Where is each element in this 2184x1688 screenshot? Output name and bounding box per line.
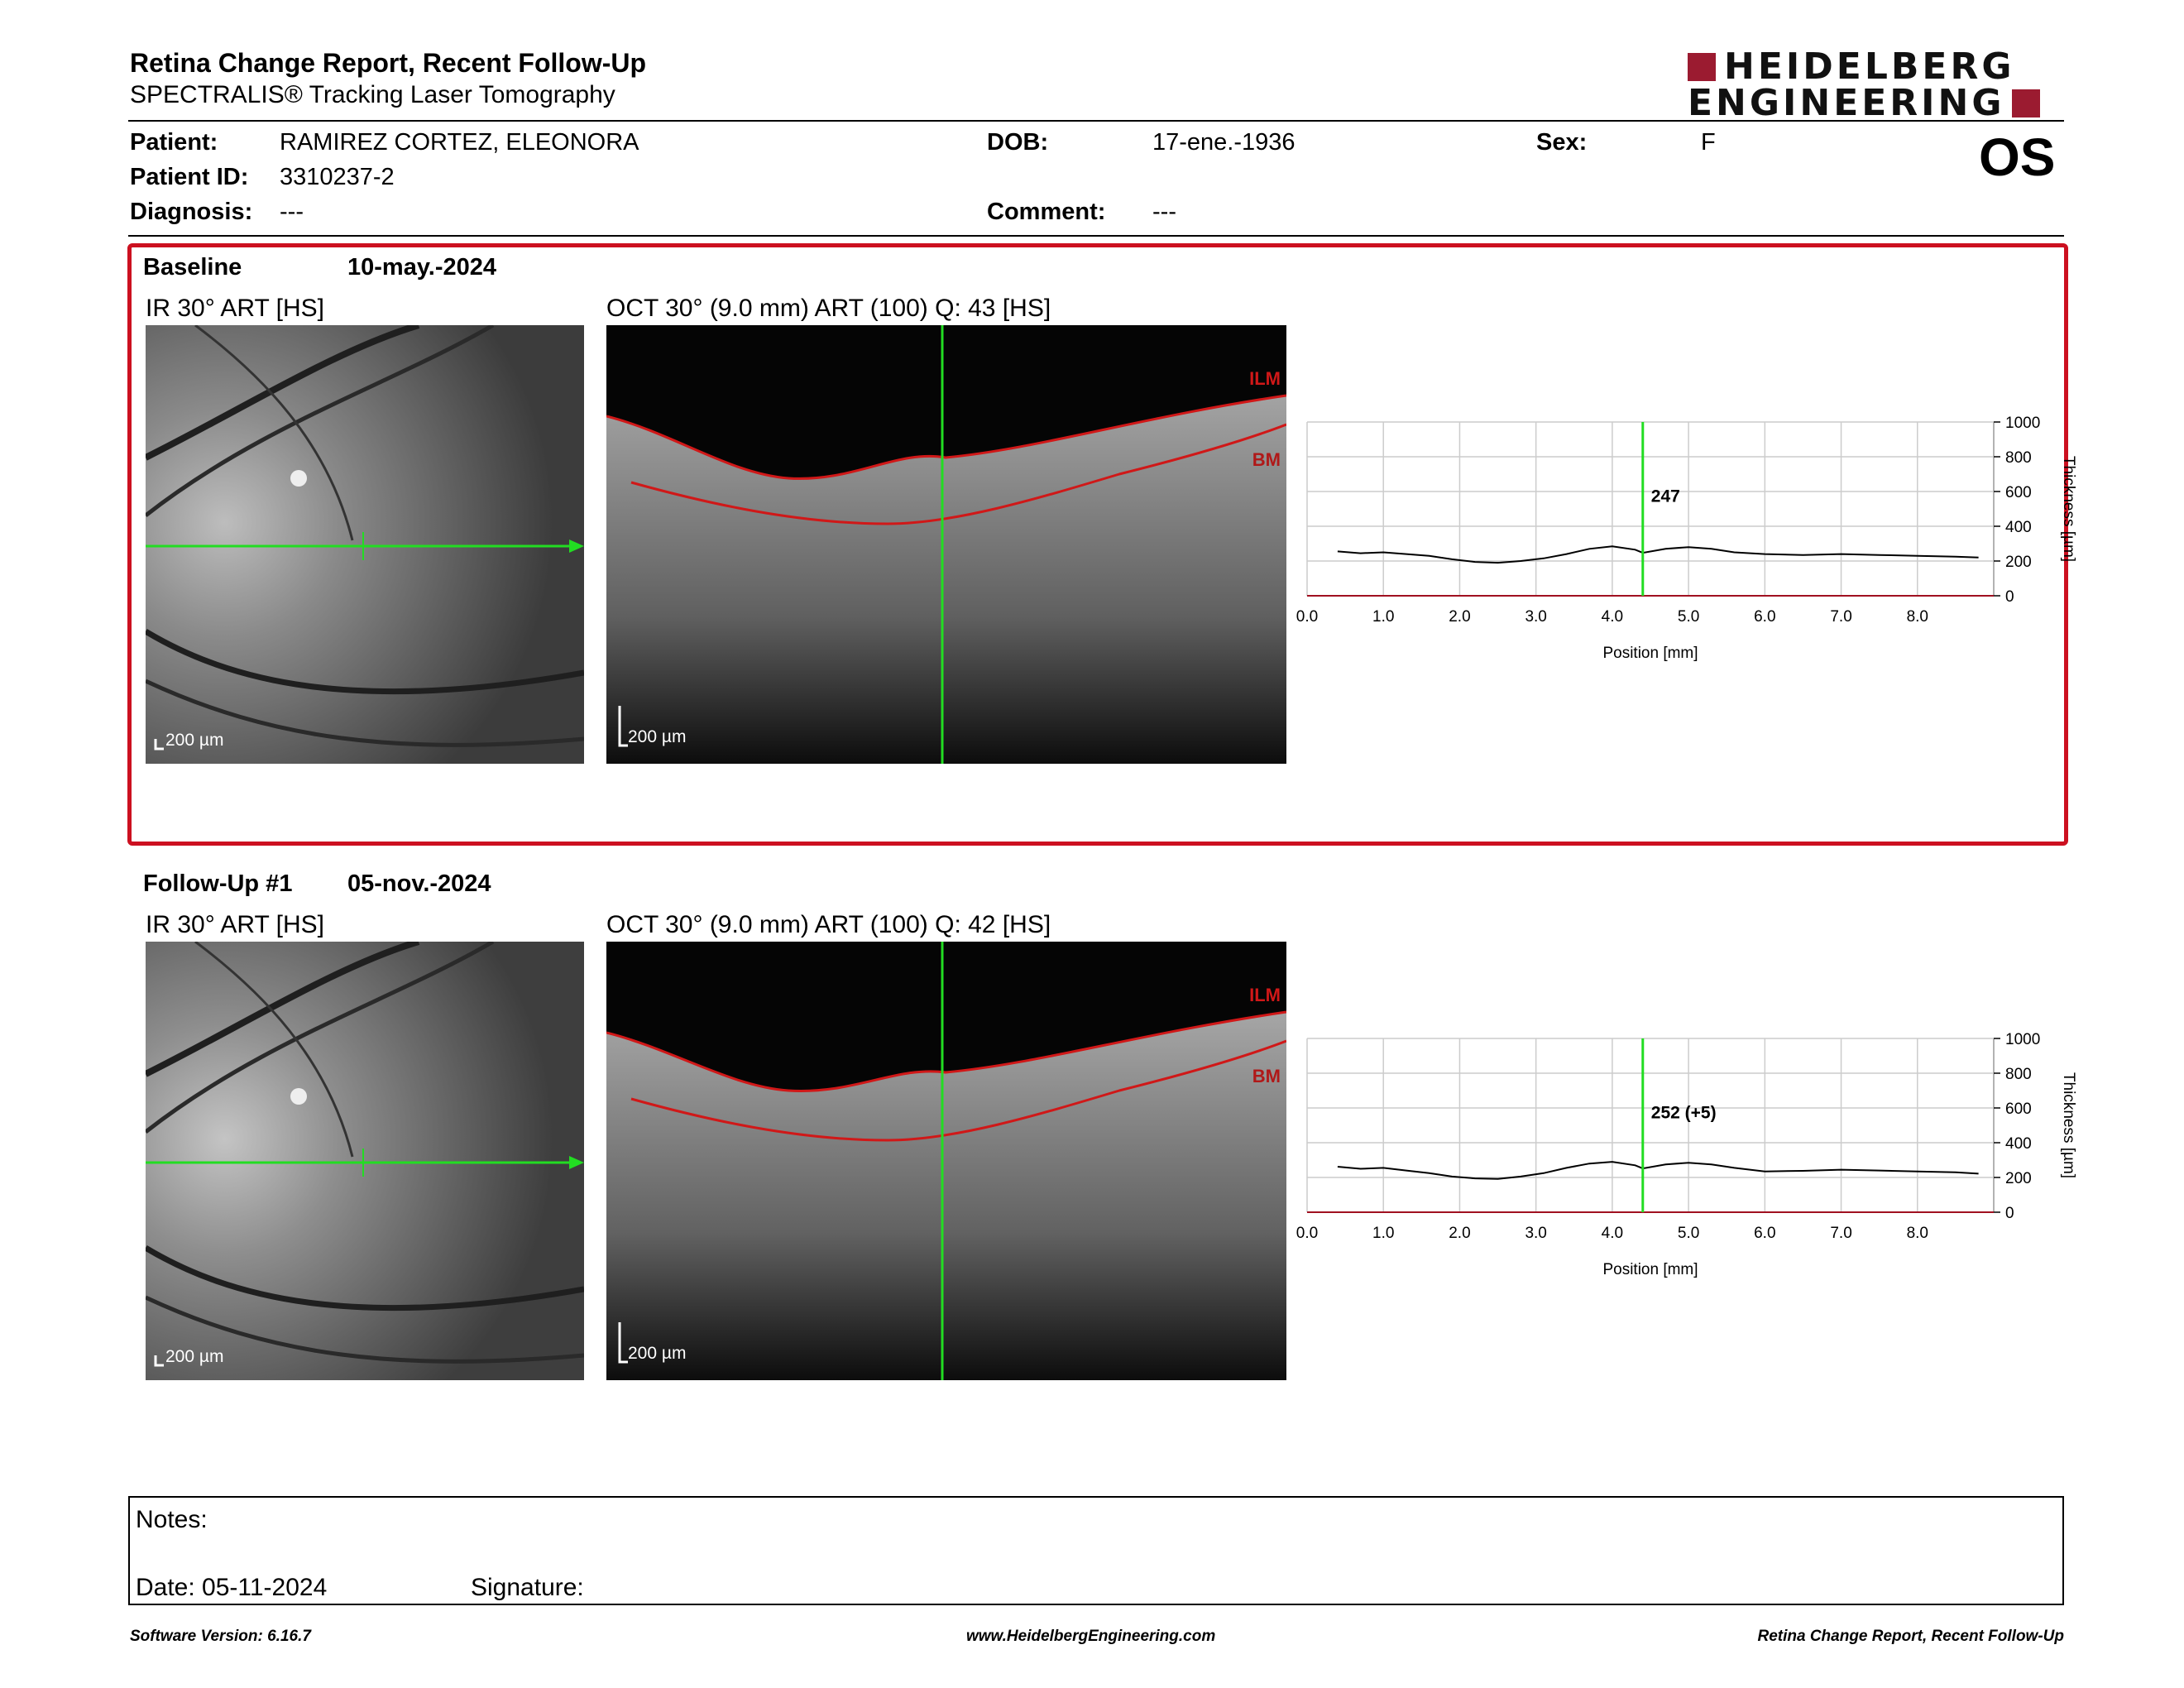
baseline-label: Baseline: [143, 254, 242, 281]
y-tick-label: 600: [2005, 1101, 2032, 1118]
diagnosis-value: ---: [280, 199, 304, 225]
x-tick-label: 6.0: [1754, 1225, 1775, 1242]
y-tick-label: 0: [2005, 588, 2014, 606]
logo-line1: HEIDELBERG: [1724, 46, 2015, 88]
patient-label: Patient:: [130, 129, 218, 156]
baseline-ir-title: IR 30° ART [HS]: [146, 295, 324, 322]
notes-box[interactable]: Notes: Date: 05-11-2024 Signature:: [128, 1496, 2064, 1605]
x-tick-label: 7.0: [1830, 608, 1851, 626]
patient-id-label: Patient ID:: [130, 164, 249, 190]
signature-label: Signature:: [471, 1574, 584, 1601]
baseline-ir-scale-label: 200 µm: [165, 731, 223, 750]
sex-label: Sex:: [1536, 129, 1588, 156]
x-axis-label: Position [mm]: [1602, 645, 1698, 662]
y-tick-label: 1000: [2005, 415, 2040, 432]
followup-date: 05-nov.-2024: [347, 870, 491, 897]
comment-value: ---: [1152, 199, 1176, 225]
footer-website[interactable]: www.HeidelbergEngineering.com: [966, 1628, 1216, 1645]
x-tick-label: 4.0: [1602, 608, 1623, 626]
dob-label: DOB:: [987, 129, 1049, 156]
sex-value: F: [1701, 129, 1716, 156]
header-divider: [128, 120, 2064, 122]
y-tick-label: 600: [2005, 484, 2032, 501]
followup-thickness-chart: 0.0 1.0 2.0 3.0 4.0 5.0 6.0 7.0 8.0 0 200 400 600 800…: [1296, 1031, 2077, 1278]
followup-oct-bscan-image[interactable]: ILM BM 200 µm: [606, 942, 1286, 1380]
followup-label: Follow-Up #1: [143, 870, 293, 897]
x-tick-label: 5.0: [1678, 608, 1699, 626]
y-axis-label: Thickness [µm]: [2060, 456, 2077, 562]
footer-report-name: Retina Change Report, Recent Follow-Up: [1757, 1628, 2064, 1645]
x-tick-label: 6.0: [1754, 608, 1775, 626]
baseline-thickness-chart: 0.0 1.0 2.0 3.0 4.0 5.0 6.0 7.0 8.0 0 200 400 600 800…: [1296, 415, 2077, 662]
followup-oct-title: OCT 30° (9.0 mm) ART (100) Q: 42 [HS]: [606, 911, 1051, 938]
baseline-oct-title: OCT 30° (9.0 mm) ART (100) Q: 43 [HS]: [606, 295, 1051, 322]
baseline-oct-scale-label: 200 µm: [628, 727, 686, 746]
x-tick-label: 1.0: [1372, 608, 1394, 626]
x-tick-label: 7.0: [1830, 1225, 1851, 1242]
thickness-series-line: [1337, 545, 1979, 564]
x-tick-label: 0.0: [1296, 1225, 1318, 1242]
logo-square-icon: [2011, 89, 2040, 117]
followup-ir-scale-label: 200 µm: [165, 1347, 223, 1366]
comment-label: Comment:: [987, 199, 1106, 225]
y-tick-label: 800: [2005, 449, 2032, 467]
x-tick-label: 5.0: [1678, 1225, 1699, 1242]
notes-date: Date: 05-11-2024: [136, 1574, 328, 1601]
logo-line2: ENGINEERING: [1688, 82, 2005, 124]
x-tick-label: 4.0: [1602, 1225, 1623, 1242]
x-tick-label: 8.0: [1907, 608, 1928, 626]
baseline-ir-fundus-image[interactable]: 200 µm: [146, 325, 584, 764]
followup-oct-scale-label: 200 µm: [628, 1344, 686, 1363]
y-tick-label: 800: [2005, 1066, 2032, 1083]
cursor-thickness-label: 252 (+5): [1651, 1104, 1717, 1123]
baseline-ilm-label: ILM: [1249, 368, 1281, 389]
baseline-date: 10-may.-2024: [347, 254, 497, 281]
y-tick-label: 0: [2005, 1205, 2014, 1222]
report-title: Retina Change Report, Recent Follow-Up: [130, 48, 647, 78]
diagnosis-label: Diagnosis:: [130, 199, 253, 225]
followup-ilm-label: ILM: [1249, 985, 1281, 1005]
x-tick-label: 2.0: [1449, 608, 1470, 626]
patient-name: RAMIREZ CORTEZ, ELEONORA: [280, 129, 639, 156]
heidelberg-logo: HEIDELBERG ENGINEERING: [1688, 46, 2068, 124]
followup-ir-title: IR 30° ART [HS]: [146, 911, 324, 938]
cursor-thickness-label: 247: [1651, 487, 1680, 506]
x-axis-label: Position [mm]: [1602, 1261, 1698, 1278]
x-tick-label: 3.0: [1525, 608, 1546, 626]
y-tick-label: 200: [2005, 554, 2032, 571]
dob-value: 17-ene.-1936: [1152, 129, 1296, 156]
baseline-highlight-frame: [127, 243, 2068, 846]
followup-bm-label: BM: [1252, 1066, 1281, 1086]
baseline-oct-bscan-image[interactable]: ILM BM 200 µm: [606, 325, 1286, 764]
report-subtitle: SPECTRALIS® Tracking Laser Tomography: [130, 81, 615, 108]
patient-id-value: 3310237-2: [280, 164, 395, 190]
x-tick-label: 8.0: [1907, 1225, 1928, 1242]
logo-square-icon: [1688, 52, 1716, 81]
y-tick-label: 400: [2005, 1135, 2032, 1153]
baseline-bm-label: BM: [1252, 449, 1281, 470]
followup-ir-fundus-image[interactable]: 200 µm: [146, 942, 584, 1380]
y-tick-label: 200: [2005, 1170, 2032, 1187]
footer-software-version: Software Version: 6.16.7: [130, 1628, 311, 1645]
x-tick-label: 2.0: [1449, 1225, 1470, 1242]
notes-label: Notes:: [136, 1506, 208, 1533]
patient-divider: [128, 235, 2064, 237]
x-tick-label: 0.0: [1296, 608, 1318, 626]
thickness-series-line: [1337, 1161, 1979, 1180]
y-tick-label: 1000: [2005, 1031, 2040, 1048]
y-tick-label: 400: [2005, 519, 2032, 536]
x-tick-label: 3.0: [1525, 1225, 1546, 1242]
y-axis-label: Thickness [µm]: [2060, 1072, 2077, 1178]
x-tick-label: 1.0: [1372, 1225, 1394, 1242]
eye-indicator: OS: [1979, 127, 2056, 187]
